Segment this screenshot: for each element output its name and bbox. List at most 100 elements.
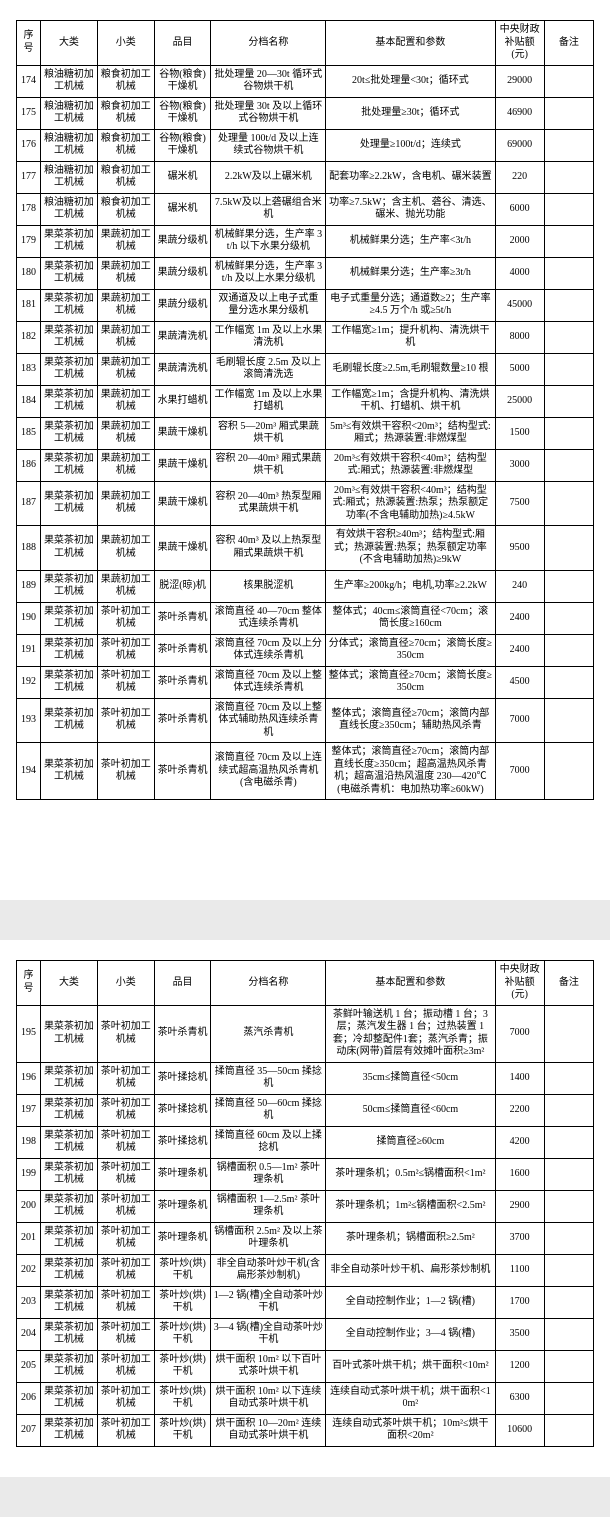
cell-amt: 7000: [495, 743, 544, 800]
cell-spec: 整体式；滚筒直径≥70cm；滚筒内部直线长度≥350cm；超高温热风杀青机；超高…: [326, 743, 495, 800]
cell-item: 果蔬清洗机: [154, 321, 211, 353]
cell-sub: 茶叶初加工机械: [97, 1005, 154, 1062]
cell-seq: 195: [17, 1005, 41, 1062]
table-row: 174粮油糖初加工机械粮食初加工机械谷物(粮食)干燥机批处理量 20—30t 循…: [17, 65, 594, 97]
table-row: 183果菜茶初加工机械果蔬初加工机械果蔬清洗机毛刷辊长度 2.5m 及以上滚筒清…: [17, 353, 594, 385]
cell-grade: 机械鲜果分选，生产率 3t/h 及以上水果分级机: [211, 257, 326, 289]
table-row: 189果菜茶初加工机械果蔬初加工机械脱涩(晾)机核果脱涩机生产率≥200kg/h…: [17, 570, 594, 602]
table-row: 202果菜茶初加工机械茶叶初加工机械茶叶炒(烘)干机非全自动茶叶炒干机(含扁形茶…: [17, 1254, 594, 1286]
cell-cat: 果菜茶初加工机械: [41, 1350, 98, 1382]
cell-seq: 180: [17, 257, 41, 289]
cell-amt: 4200: [495, 1126, 544, 1158]
cell-spec: 整体式；滚筒直径≥70cm；滚筒内部直线长度≥350cm；辅助热风杀青: [326, 698, 495, 743]
cell-cat: 果菜茶初加工机械: [41, 1254, 98, 1286]
cell-seq: 175: [17, 97, 41, 129]
cell-spec: 连续自动式茶叶烘干机；烘干面积<10m²: [326, 1382, 495, 1414]
th-amt: 中央财政补贴额(元): [495, 21, 544, 66]
cell-grade: 批处理量 30t 及以上循环式谷物烘干机: [211, 97, 326, 129]
cell-note: [544, 666, 593, 698]
cell-item: 脱涩(晾)机: [154, 570, 211, 602]
cell-amt: 6000: [495, 193, 544, 225]
table-row: 195果菜茶初加工机械茶叶初加工机械茶叶杀青机蒸汽杀青机茶鲜叶输送机 1 台；振…: [17, 1005, 594, 1062]
cell-seq: 207: [17, 1414, 41, 1446]
cell-spec: 批处理量≥30t；循环式: [326, 97, 495, 129]
cell-cat: 粮油糖初加工机械: [41, 97, 98, 129]
cell-seq: 189: [17, 570, 41, 602]
cell-sub: 茶叶初加工机械: [97, 1286, 154, 1318]
cell-spec: 功率≥7.5kW；含主机、砻谷、清选、碾米、抛光功能: [326, 193, 495, 225]
table-row: 177粮油糖初加工机械粮食初加工机械碾米机2.2kW及以上碾米机配套功率≥2.2…: [17, 161, 594, 193]
cell-seq: 188: [17, 526, 41, 571]
cell-sub: 茶叶初加工机械: [97, 1254, 154, 1286]
cell-seq: 191: [17, 634, 41, 666]
cell-seq: 184: [17, 385, 41, 417]
cell-spec: 工作幅宽≥1m；含提升机构、清洗烘干机、打蜡机、烘干机: [326, 385, 495, 417]
th-sub: 小类: [97, 21, 154, 66]
cell-seq: 177: [17, 161, 41, 193]
cell-spec: 毛刷辊长度≥2.5m,毛刷辊数量≥10 根: [326, 353, 495, 385]
cell-cat: 果菜茶初加工机械: [41, 257, 98, 289]
cell-amt: 7000: [495, 1005, 544, 1062]
cell-note: [544, 97, 593, 129]
table-row: 181果菜茶初加工机械果蔬初加工机械果蔬分级机双通道及以上电子式重量分选水果分级…: [17, 289, 594, 321]
cell-grade: 容积 20—40m³ 热泵型厢式果蔬烘干机: [211, 481, 326, 526]
th-grade: 分档名称: [211, 21, 326, 66]
cell-grade: 烘干面积 10m² 以下百叶式茶叶烘干机: [211, 1350, 326, 1382]
cell-item: 果蔬干燥机: [154, 417, 211, 449]
cell-cat: 果菜茶初加工机械: [41, 1005, 98, 1062]
cell-grade: 容积 5—20m³ 厢式果蔬烘干机: [211, 417, 326, 449]
cell-seq: 200: [17, 1190, 41, 1222]
cell-spec: 20t≤批处理量<30t；循环式: [326, 65, 495, 97]
th-spec: 基本配置和参数: [326, 21, 495, 66]
cell-grade: 揉筒直径 35—50cm 揉捻机: [211, 1062, 326, 1094]
cell-grade: 处理量 100t/d 及以上连续式谷物烘干机: [211, 129, 326, 161]
cell-cat: 果菜茶初加工机械: [41, 634, 98, 666]
th-spec: 基本配置和参数: [326, 961, 495, 1006]
cell-item: 茶叶揉捻机: [154, 1126, 211, 1158]
cell-item: 茶叶杀青机: [154, 1005, 211, 1062]
cell-grade: 滚筒直径 70cm 及以上整体式连续杀青机: [211, 666, 326, 698]
page-1: 序号 大类 小类 品目 分档名称 基本配置和参数 中央财政补贴额(元) 备注 1…: [0, 0, 610, 900]
cell-note: [544, 289, 593, 321]
cell-note: [544, 1222, 593, 1254]
cell-amt: 7500: [495, 481, 544, 526]
cell-grade: 烘干面积 10m² 以下连续自动式茶叶烘干机: [211, 1382, 326, 1414]
cell-item: 谷物(粮食)干燥机: [154, 65, 211, 97]
table-row: 203果菜茶初加工机械茶叶初加工机械茶叶炒(烘)干机1—2 锅(槽)全自动茶叶炒…: [17, 1286, 594, 1318]
cell-amt: 9500: [495, 526, 544, 571]
cell-sub: 果蔬初加工机械: [97, 289, 154, 321]
table-row: 176粮油糖初加工机械粮食初加工机械谷物(粮食)干燥机处理量 100t/d 及以…: [17, 129, 594, 161]
cell-amt: 3700: [495, 1222, 544, 1254]
cell-sub: 茶叶初加工机械: [97, 1350, 154, 1382]
cell-note: [544, 1126, 593, 1158]
cell-spec: 处理量≥100t/d；连续式: [326, 129, 495, 161]
table-row: 193果菜茶初加工机械茶叶初加工机械茶叶杀青机滚筒直径 70cm 及以上整体式辅…: [17, 698, 594, 743]
cell-note: [544, 193, 593, 225]
cell-spec: 整体式；40cm≤滚筒直径<70cm；滚筒长度≥160cm: [326, 602, 495, 634]
cell-cat: 果菜茶初加工机械: [41, 1318, 98, 1350]
cell-cat: 果菜茶初加工机械: [41, 1286, 98, 1318]
cell-grade: 3—4 锅(槽)全自动茶叶炒干机: [211, 1318, 326, 1350]
cell-amt: 1700: [495, 1286, 544, 1318]
cell-cat: 粮油糖初加工机械: [41, 65, 98, 97]
cell-grade: 毛刷辊长度 2.5m 及以上滚筒清洗选: [211, 353, 326, 385]
table-row: 196果菜茶初加工机械茶叶初加工机械茶叶揉捻机揉筒直径 35—50cm 揉捻机3…: [17, 1062, 594, 1094]
table-row: 199果菜茶初加工机械茶叶初加工机械茶叶理条机锅槽面积 0.5—1m² 茶叶理条…: [17, 1158, 594, 1190]
cell-grade: 揉筒直径 60cm 及以上揉捻机: [211, 1126, 326, 1158]
cell-note: [544, 449, 593, 481]
cell-cat: 果菜茶初加工机械: [41, 1222, 98, 1254]
cell-seq: 185: [17, 417, 41, 449]
cell-spec: 茶叶理条机；0.5m²≤锅槽面积<1m²: [326, 1158, 495, 1190]
cell-item: 水果打蜡机: [154, 385, 211, 417]
table-row: 185果菜茶初加工机械果蔬初加工机械果蔬干燥机容积 5—20m³ 厢式果蔬烘干机…: [17, 417, 594, 449]
cell-spec: 工作幅宽≥1m；提升机构、清洗烘干机: [326, 321, 495, 353]
cell-sub: 茶叶初加工机械: [97, 1158, 154, 1190]
cell-seq: 174: [17, 65, 41, 97]
cell-cat: 果菜茶初加工机械: [41, 1414, 98, 1446]
cell-note: [544, 353, 593, 385]
cell-cat: 果菜茶初加工机械: [41, 449, 98, 481]
cell-sub: 果蔬初加工机械: [97, 570, 154, 602]
cell-sub: 茶叶初加工机械: [97, 1190, 154, 1222]
cell-item: 果蔬干燥机: [154, 449, 211, 481]
cell-sub: 果蔬初加工机械: [97, 526, 154, 571]
